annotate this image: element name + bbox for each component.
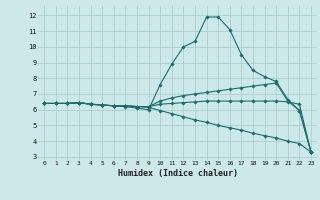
X-axis label: Humidex (Indice chaleur): Humidex (Indice chaleur) bbox=[118, 169, 238, 178]
